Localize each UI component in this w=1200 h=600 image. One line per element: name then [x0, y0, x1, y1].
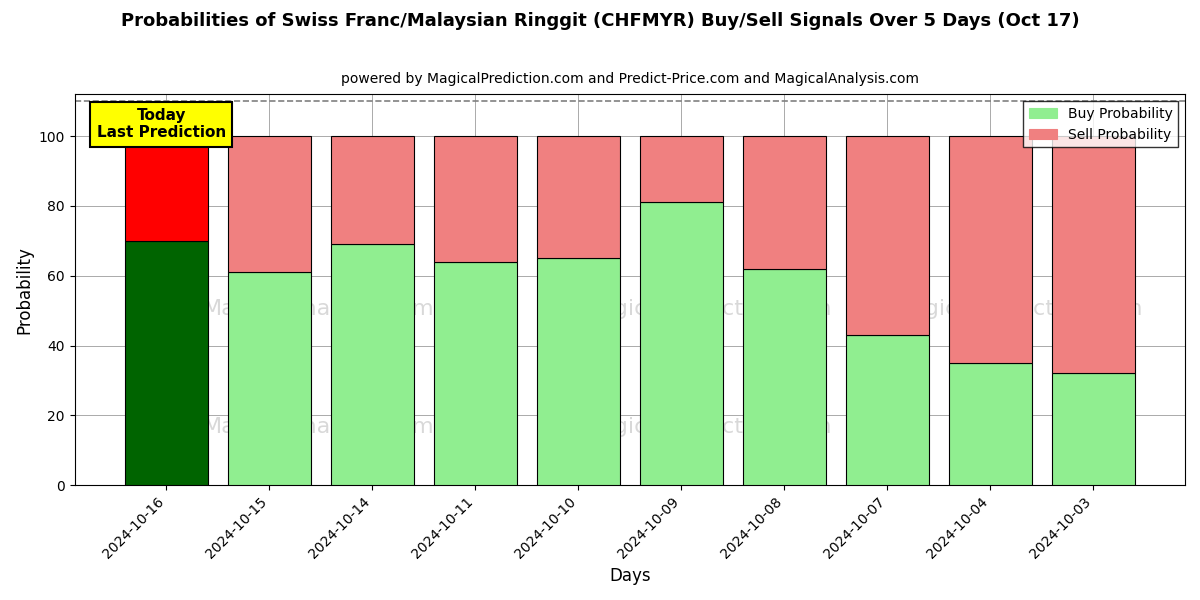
Text: Probabilities of Swiss Franc/Malaysian Ringgit (CHFMYR) Buy/Sell Signals Over 5 : Probabilities of Swiss Franc/Malaysian R… — [121, 12, 1079, 30]
Bar — [125, 136, 208, 241]
Bar — [949, 136, 1032, 363]
Bar — [228, 272, 311, 485]
Bar — [228, 136, 311, 272]
Text: MagicalPrediction.com: MagicalPrediction.com — [582, 416, 833, 437]
Bar — [331, 244, 414, 485]
Bar — [846, 335, 929, 485]
Bar — [949, 363, 1032, 485]
Bar — [538, 258, 619, 485]
Bar — [331, 136, 414, 244]
Title: powered by MagicalPrediction.com and Predict-Price.com and MagicalAnalysis.com: powered by MagicalPrediction.com and Pre… — [341, 72, 919, 86]
Bar — [538, 136, 619, 258]
Bar — [743, 136, 826, 269]
Bar — [434, 136, 516, 262]
Bar — [640, 136, 722, 202]
Text: MagicalPrediction.com: MagicalPrediction.com — [893, 299, 1144, 319]
Bar — [640, 202, 722, 485]
Text: MagicalAnalysis.com: MagicalAnalysis.com — [203, 299, 434, 319]
Text: Today
Last Prediction: Today Last Prediction — [96, 108, 226, 140]
Y-axis label: Probability: Probability — [16, 246, 34, 334]
Text: MagicalAnalysis.com: MagicalAnalysis.com — [203, 416, 434, 437]
Legend: Buy Probability, Sell Probability: Buy Probability, Sell Probability — [1024, 101, 1178, 147]
Bar — [434, 262, 516, 485]
Bar — [125, 241, 208, 485]
Bar — [846, 136, 929, 335]
X-axis label: Days: Days — [610, 567, 650, 585]
Text: MagicalPrediction.com: MagicalPrediction.com — [582, 299, 833, 319]
Bar — [1052, 373, 1134, 485]
Bar — [743, 269, 826, 485]
Bar — [1052, 136, 1134, 373]
